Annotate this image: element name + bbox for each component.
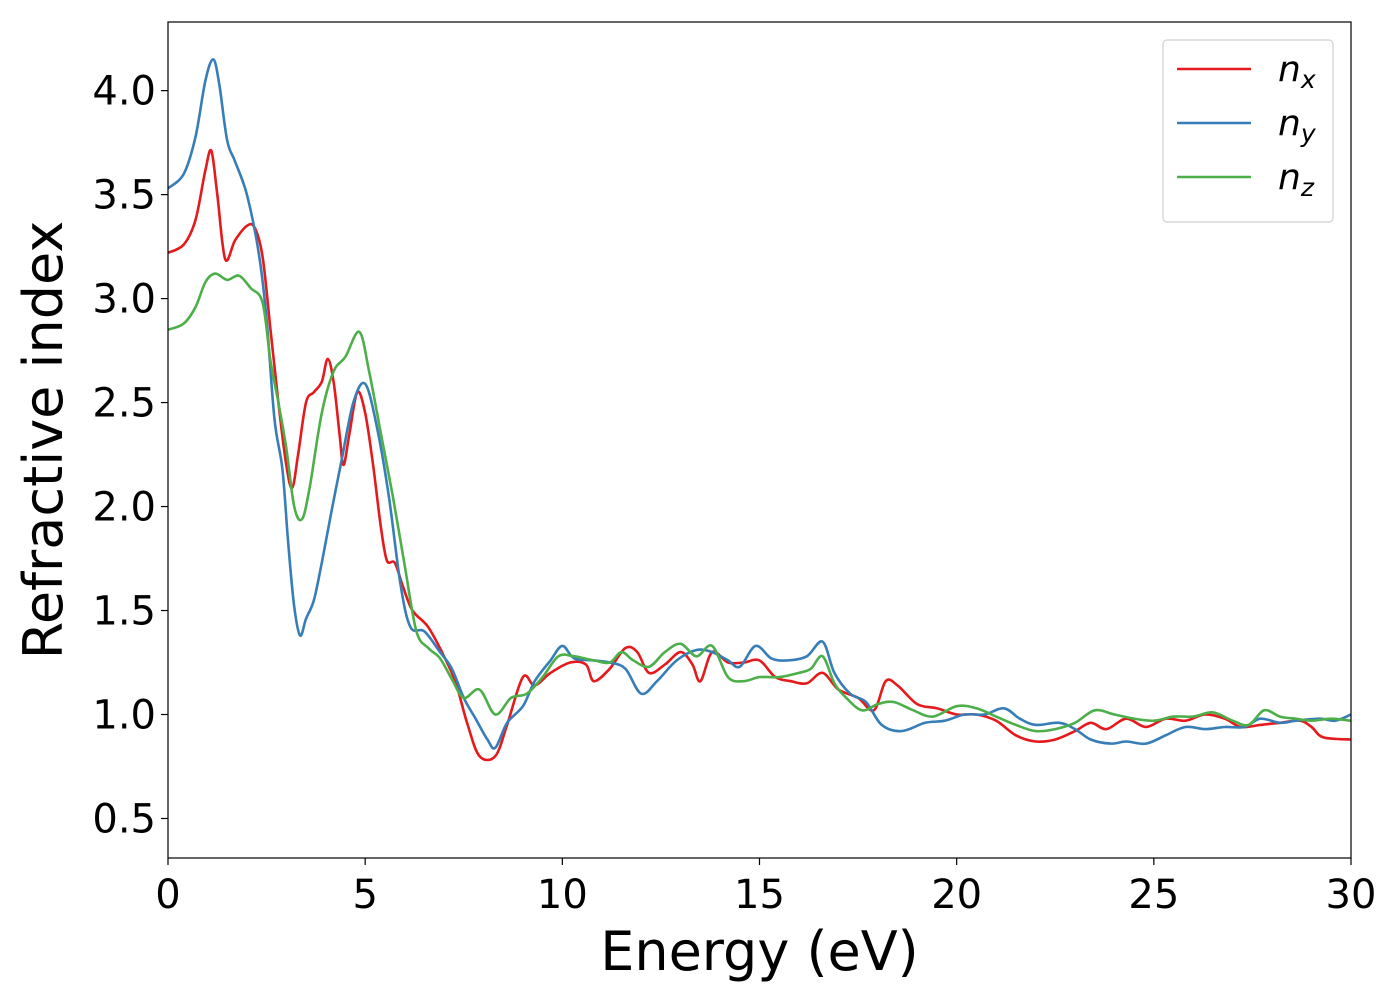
- y-tick-label: 2.5: [92, 381, 156, 427]
- series-line-z: [168, 272, 1351, 733]
- x-tick-label: 25: [1128, 872, 1179, 918]
- x-tick-label: 5: [352, 872, 377, 918]
- legend-label-z: nz: [1278, 157, 1315, 202]
- series-layer: [168, 58, 1351, 762]
- y-axis-ticks: 0.5 1.0 1.5 2.0 2.5 3.0 3.5 4.0: [92, 69, 168, 842]
- x-tick-label: 15: [734, 872, 785, 918]
- plot-frame: [167, 21, 1352, 859]
- y-tick-label: 1.5: [92, 589, 156, 635]
- x-axis-label: Energy (eV): [600, 920, 919, 983]
- x-tick-label: 20: [931, 872, 982, 918]
- x-tick-label: 10: [537, 872, 588, 918]
- y-axis-label: Refractive index: [12, 221, 75, 660]
- y-tick-label: 4.0: [92, 69, 156, 115]
- x-tick-label: 30: [1326, 872, 1377, 918]
- y-tick-label: 3.5: [92, 173, 156, 219]
- x-tick-label: 0: [155, 872, 180, 918]
- legend: nx ny nz: [1162, 39, 1334, 223]
- legend-label-x: nx: [1278, 49, 1316, 94]
- y-tick-label: 0.5: [92, 796, 156, 842]
- y-tick-label: 1.0: [92, 693, 156, 739]
- x-axis-ticks: 0 5 10 15 20 25 30: [155, 858, 1376, 918]
- y-tick-label: 3.0: [92, 277, 156, 323]
- legend-label-y: ny: [1278, 103, 1317, 148]
- y-tick-label: 2.0: [92, 485, 156, 531]
- series-line-x: [168, 148, 1351, 762]
